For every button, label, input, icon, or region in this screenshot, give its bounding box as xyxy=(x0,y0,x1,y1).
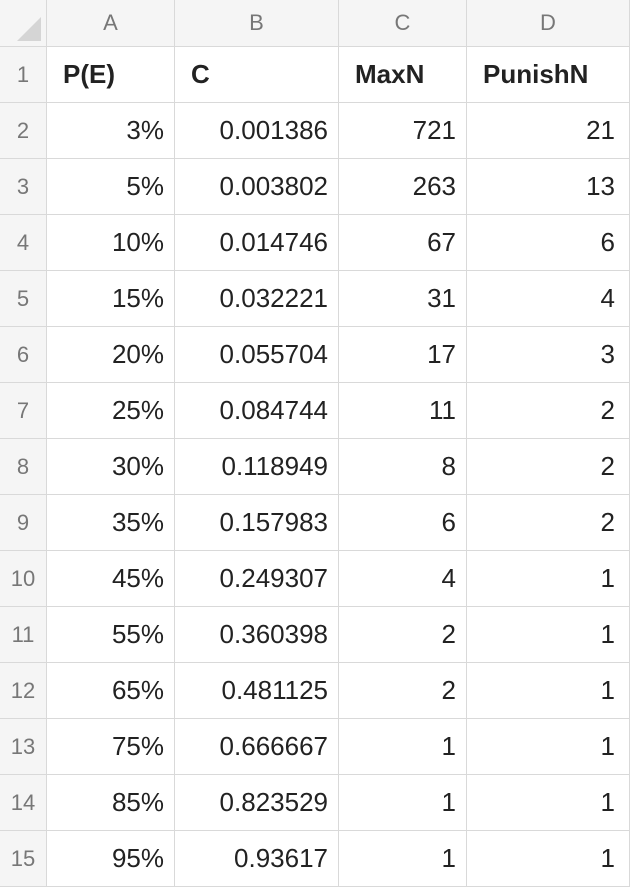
cell-d13[interactable]: 1 xyxy=(467,719,630,775)
cell-d4[interactable]: 6 xyxy=(467,215,630,271)
cell-a4[interactable]: 10% xyxy=(47,215,175,271)
cell-d11[interactable]: 1 xyxy=(467,607,630,663)
cell-d3[interactable]: 13 xyxy=(467,159,630,215)
cell-a8[interactable]: 30% xyxy=(47,439,175,495)
row-header-8[interactable]: 8 xyxy=(0,439,47,495)
cell-b8[interactable]: 0.118949 xyxy=(175,439,339,495)
cell-d15[interactable]: 1 xyxy=(467,831,630,887)
cell-d8[interactable]: 2 xyxy=(467,439,630,495)
cell-d14[interactable]: 1 xyxy=(467,775,630,831)
cell-c15[interactable]: 1 xyxy=(339,831,467,887)
row-header-15[interactable]: 15 xyxy=(0,831,47,887)
row-header-1[interactable]: 1 xyxy=(0,47,47,103)
cell-d9[interactable]: 2 xyxy=(467,495,630,551)
cell-c9[interactable]: 6 xyxy=(339,495,467,551)
row-header-4[interactable]: 4 xyxy=(0,215,47,271)
cell-a6[interactable]: 20% xyxy=(47,327,175,383)
cell-a13[interactable]: 75% xyxy=(47,719,175,775)
cell-d10[interactable]: 1 xyxy=(467,551,630,607)
cell-b2[interactable]: 0.001386 xyxy=(175,103,339,159)
row-header-7[interactable]: 7 xyxy=(0,383,47,439)
row-header-9[interactable]: 9 xyxy=(0,495,47,551)
cell-b3[interactable]: 0.003802 xyxy=(175,159,339,215)
cell-b14[interactable]: 0.823529 xyxy=(175,775,339,831)
cell-a12[interactable]: 65% xyxy=(47,663,175,719)
row-header-13[interactable]: 13 xyxy=(0,719,47,775)
cell-c14[interactable]: 1 xyxy=(339,775,467,831)
column-header-b[interactable]: B xyxy=(175,0,339,47)
row-header-12[interactable]: 12 xyxy=(0,663,47,719)
cell-d2[interactable]: 21 xyxy=(467,103,630,159)
cell-a3[interactable]: 5% xyxy=(47,159,175,215)
cell-c2[interactable]: 721 xyxy=(339,103,467,159)
cell-c13[interactable]: 1 xyxy=(339,719,467,775)
cell-b12[interactable]: 0.481125 xyxy=(175,663,339,719)
cell-a9[interactable]: 35% xyxy=(47,495,175,551)
cell-b11[interactable]: 0.360398 xyxy=(175,607,339,663)
cell-c11[interactable]: 2 xyxy=(339,607,467,663)
cell-c4[interactable]: 67 xyxy=(339,215,467,271)
column-header-d[interactable]: D xyxy=(467,0,630,47)
row-header-11[interactable]: 11 xyxy=(0,607,47,663)
cell-b13[interactable]: 0.666667 xyxy=(175,719,339,775)
column-header-a[interactable]: A xyxy=(47,0,175,47)
header-cell-maxn[interactable]: MaxN xyxy=(339,47,467,103)
cell-b5[interactable]: 0.032221 xyxy=(175,271,339,327)
cell-b15[interactable]: 0.93617 xyxy=(175,831,339,887)
row-header-3[interactable]: 3 xyxy=(0,159,47,215)
row-header-2[interactable]: 2 xyxy=(0,103,47,159)
cell-b9[interactable]: 0.157983 xyxy=(175,495,339,551)
cell-d5[interactable]: 4 xyxy=(467,271,630,327)
select-all-corner[interactable] xyxy=(0,0,47,47)
cell-a11[interactable]: 55% xyxy=(47,607,175,663)
select-all-icon xyxy=(17,17,41,41)
row-header-10[interactable]: 10 xyxy=(0,551,47,607)
cell-c5[interactable]: 31 xyxy=(339,271,467,327)
cell-d12[interactable]: 1 xyxy=(467,663,630,719)
cell-b4[interactable]: 0.014746 xyxy=(175,215,339,271)
cell-d7[interactable]: 2 xyxy=(467,383,630,439)
cell-a15[interactable]: 95% xyxy=(47,831,175,887)
cell-a2[interactable]: 3% xyxy=(47,103,175,159)
cell-c3[interactable]: 263 xyxy=(339,159,467,215)
cell-a14[interactable]: 85% xyxy=(47,775,175,831)
header-cell-pe[interactable]: P(E) xyxy=(47,47,175,103)
cell-c10[interactable]: 4 xyxy=(339,551,467,607)
header-cell-c[interactable]: C xyxy=(175,47,339,103)
cell-b10[interactable]: 0.249307 xyxy=(175,551,339,607)
header-cell-punishn[interactable]: PunishN xyxy=(467,47,630,103)
cell-b7[interactable]: 0.084744 xyxy=(175,383,339,439)
cell-b6[interactable]: 0.055704 xyxy=(175,327,339,383)
column-header-c[interactable]: C xyxy=(339,0,467,47)
cell-a5[interactable]: 15% xyxy=(47,271,175,327)
cell-c8[interactable]: 8 xyxy=(339,439,467,495)
row-header-5[interactable]: 5 xyxy=(0,271,47,327)
cell-a7[interactable]: 25% xyxy=(47,383,175,439)
row-header-6[interactable]: 6 xyxy=(0,327,47,383)
cell-c6[interactable]: 17 xyxy=(339,327,467,383)
row-header-14[interactable]: 14 xyxy=(0,775,47,831)
cell-d6[interactable]: 3 xyxy=(467,327,630,383)
cell-c12[interactable]: 2 xyxy=(339,663,467,719)
cell-a10[interactable]: 45% xyxy=(47,551,175,607)
cell-c7[interactable]: 11 xyxy=(339,383,467,439)
